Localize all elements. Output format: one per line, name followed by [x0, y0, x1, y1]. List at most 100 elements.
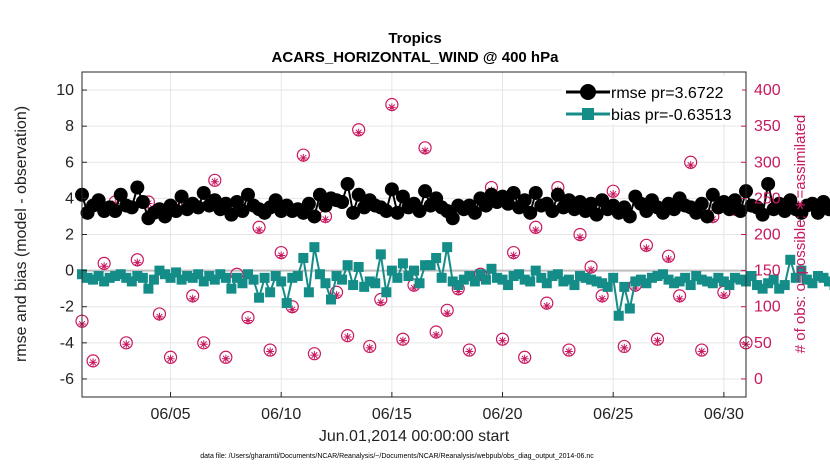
bias-point	[204, 271, 215, 282]
bias-point	[790, 272, 801, 283]
rmse-point	[351, 187, 366, 202]
rmse-point	[467, 205, 482, 220]
bias-point	[298, 252, 309, 263]
rmse-point	[268, 193, 283, 208]
bias-point	[785, 254, 796, 265]
assimilated-point	[465, 347, 474, 356]
rmse-point	[124, 200, 139, 215]
bias-point	[397, 258, 408, 269]
bias-point	[525, 276, 536, 287]
bias-point	[171, 267, 182, 278]
bias-point	[160, 269, 170, 280]
bias-point	[276, 276, 287, 287]
bias-point	[658, 269, 668, 280]
legend-bias-label: bias pr=-0.63513	[611, 107, 732, 124]
bias-point	[674, 276, 685, 287]
rmse-point	[218, 196, 233, 211]
bias-point	[254, 292, 265, 303]
bias-point	[774, 283, 785, 294]
y-axis-right-ticks: 0 50 100 150 200 250 300 350 400	[741, 82, 781, 388]
bias-point	[176, 274, 187, 285]
bias-point	[88, 274, 99, 285]
rmse-point	[478, 198, 493, 213]
y-tick-label-8: 10	[56, 82, 74, 99]
bias-point	[508, 271, 519, 282]
rmse-point	[130, 180, 145, 195]
rmse-point	[667, 202, 682, 217]
bias-point	[442, 242, 453, 253]
assimilated-point	[432, 330, 441, 339]
bias-point	[503, 280, 514, 291]
bias-point	[287, 272, 298, 283]
rmse-point	[550, 187, 565, 202]
bias-point	[702, 276, 713, 287]
rmse-point	[241, 187, 255, 202]
possible-point	[119, 336, 133, 350]
rmse-point	[501, 196, 516, 211]
possible-point	[695, 343, 709, 357]
bias-point	[752, 280, 763, 291]
assimilated-point	[266, 347, 275, 356]
y-tick-label-5: 4	[65, 190, 74, 207]
assimilated-point	[255, 226, 264, 235]
bias-point	[381, 287, 392, 298]
x-tick-label-0: 06/05	[151, 406, 191, 423]
bias-point	[403, 271, 414, 282]
bias-point	[801, 274, 812, 285]
assimilated-point	[332, 291, 341, 300]
bias-point	[663, 274, 674, 285]
y-right-tick-label-1: 50	[754, 335, 772, 352]
rmse-point	[528, 185, 543, 200]
assimilated-point	[100, 262, 109, 271]
rmse-point	[622, 209, 637, 224]
rmse-point	[418, 184, 433, 199]
bias-point	[469, 276, 480, 287]
rmse-point	[584, 196, 599, 211]
possible-point	[219, 350, 233, 364]
rmse-point	[384, 182, 399, 197]
bias-point	[342, 260, 353, 271]
assimilated-point	[89, 358, 98, 367]
assimilated-point	[531, 226, 540, 235]
y-right-tick-label-4: 200	[754, 227, 781, 244]
y-axis-right-label: # of obs: o=possible; ∗=assimilated	[792, 115, 809, 354]
possible-point	[396, 332, 410, 346]
bias-point	[447, 276, 458, 287]
possible-point	[518, 350, 532, 364]
bias-point	[818, 272, 829, 283]
bias-point	[115, 269, 126, 280]
bias-point	[547, 271, 558, 282]
y-right-tick-label-3: 150	[754, 263, 781, 280]
bias-point	[237, 278, 248, 289]
bias-point	[796, 265, 807, 276]
bias-point	[685, 280, 696, 291]
bias-point	[93, 271, 104, 282]
assimilated-point	[620, 343, 629, 352]
bias-point	[713, 272, 724, 283]
assimilated-point	[221, 354, 230, 363]
bias-point	[292, 271, 303, 282]
bias-point	[569, 280, 580, 291]
y-tick-label-7: 8	[65, 118, 74, 135]
rmse-point	[705, 187, 720, 202]
rmse-point	[174, 189, 189, 204]
bias-point	[464, 271, 475, 282]
assimilated-point	[653, 336, 662, 345]
bias-point	[431, 252, 442, 263]
chart-subtitle: ACARS_HORIZONTAL_WIND @ 400 hPa	[272, 49, 560, 66]
assimilated-point	[299, 153, 308, 162]
assimilated-point	[376, 298, 385, 307]
bias-point	[641, 278, 652, 289]
bias-point	[337, 274, 348, 285]
assimilated-point	[587, 265, 596, 274]
bias-point	[386, 265, 397, 276]
rmse-point	[191, 200, 206, 215]
rmse-point	[340, 176, 355, 191]
assimilated-point	[244, 316, 252, 325]
y-right-tick-label-7: 350	[754, 118, 781, 135]
rmse-point	[235, 204, 250, 219]
rmse-point	[135, 195, 150, 209]
bias-point	[375, 249, 386, 260]
bias-point	[259, 272, 270, 283]
